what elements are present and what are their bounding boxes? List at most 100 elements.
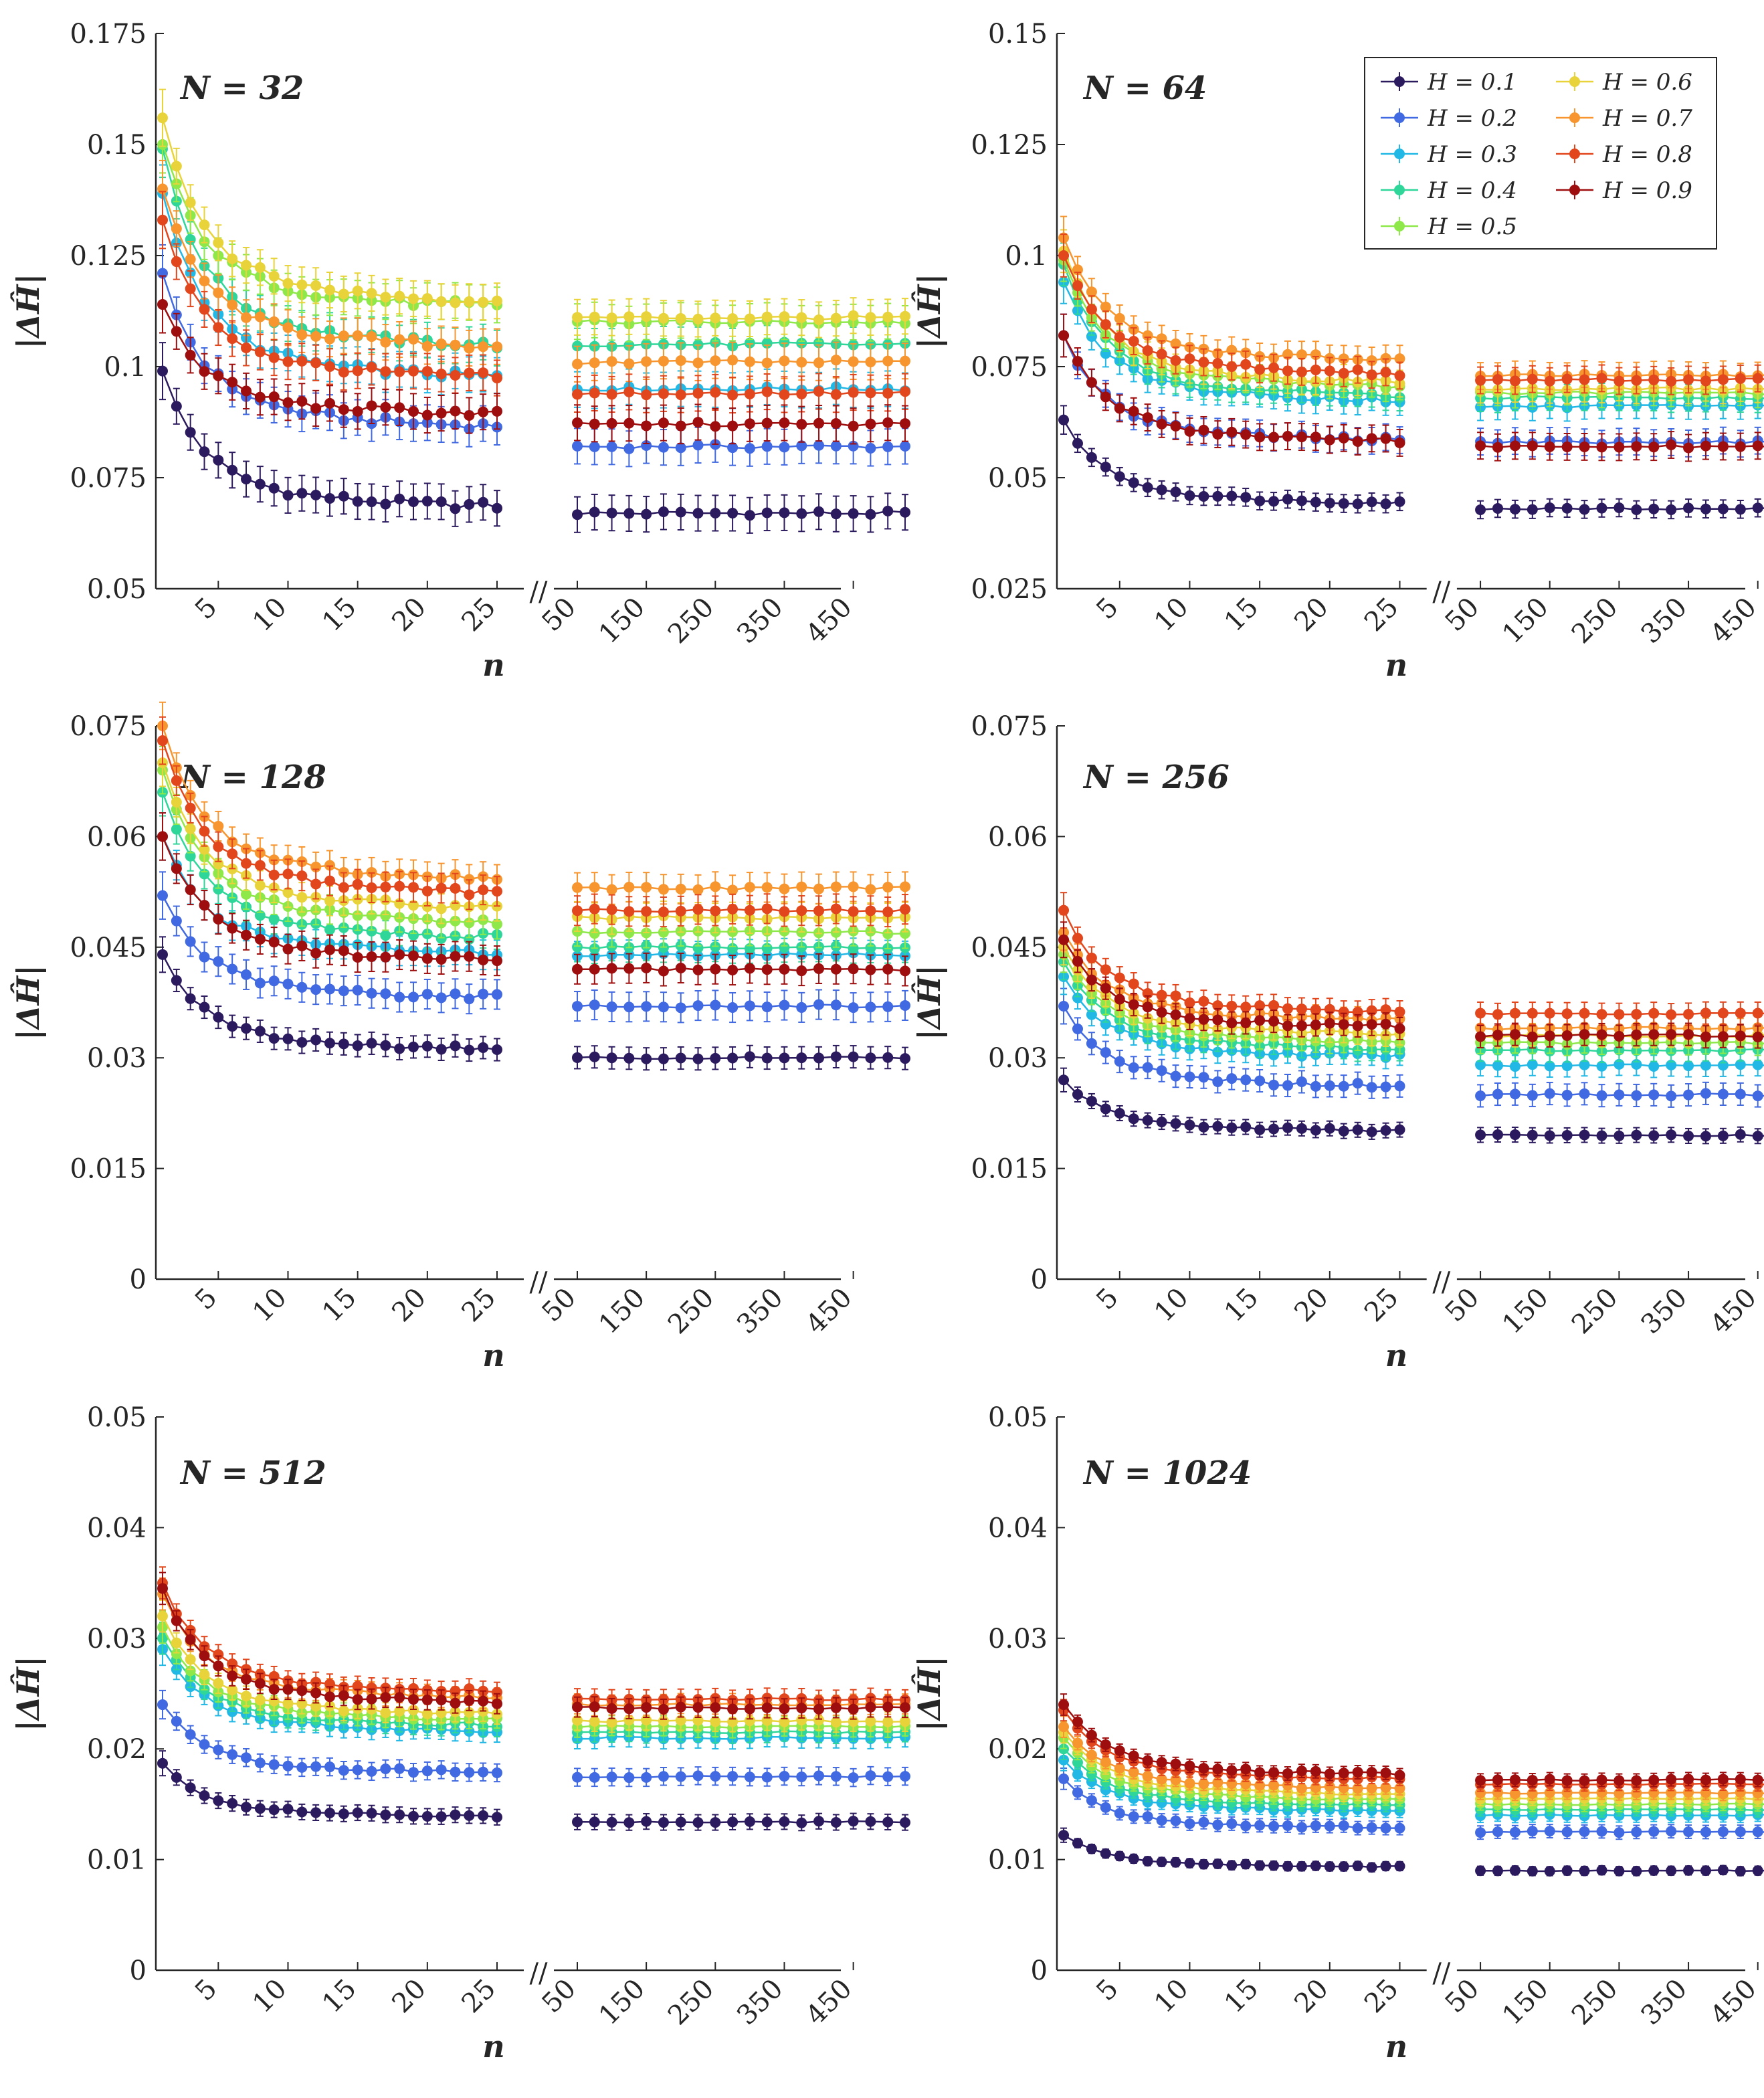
data-point [1596,373,1607,384]
data-point [1268,362,1280,373]
data-point [1156,484,1167,496]
data-point [692,884,704,895]
data-point [1156,418,1167,430]
data-point [324,284,335,296]
data-point [606,963,617,974]
data-point [435,369,447,380]
data-point [675,1002,686,1014]
data-point [171,401,182,412]
data-point [641,440,652,451]
data-point [1128,477,1139,488]
data-point [796,419,807,430]
data-point [254,977,266,989]
data-point [1086,286,1097,298]
data-point [352,1040,363,1052]
data-point [268,1033,280,1044]
data-point [380,910,391,921]
data-point [1240,429,1252,440]
data-point [366,882,377,893]
data-point [1324,365,1335,377]
data-point [1212,490,1223,502]
data-point [282,868,294,880]
data-point [589,903,600,915]
data-point [572,1052,583,1063]
data-point [241,858,252,869]
data-point [492,989,502,1000]
data-point [1212,429,1223,440]
data-point [848,356,859,367]
data-point [658,927,669,938]
data-point [213,820,224,832]
data-point [572,417,583,428]
data-point [478,341,489,353]
data-point [675,883,686,894]
series-H---0-6 [157,88,910,339]
data-point [1310,364,1321,375]
data-point [296,892,308,903]
data-point [199,1002,210,1013]
data-point [282,356,294,367]
data-point [779,942,790,953]
data-point [1752,440,1763,452]
data-point [450,951,461,962]
data-point [727,1052,739,1064]
data-point [744,337,755,349]
data-point [1717,441,1729,452]
data-point [779,906,790,917]
data-point [1527,504,1538,515]
data-point [1240,492,1252,503]
data-point [675,312,686,324]
data-point [213,841,224,852]
data-point [1527,373,1538,385]
data-point [310,280,322,291]
data-point [1142,412,1153,423]
x-axis-label: n [482,1337,504,1373]
data-point [623,927,635,939]
data-point [421,341,433,352]
data-point [338,330,349,341]
data-point [352,878,363,890]
data-point [171,915,182,927]
y-tick-label: 0.03 [87,1043,146,1074]
data-point [1366,369,1377,381]
data-point [727,903,739,915]
data-point [199,304,210,315]
data-point [338,404,349,415]
data-point [421,901,433,913]
data-point [572,882,583,893]
data-point [241,969,252,980]
data-point [171,975,182,986]
data-point [366,910,377,921]
data-point [394,949,405,960]
data-point [380,292,391,303]
data-point [623,311,635,322]
data-point [352,285,363,296]
data-point [727,1002,739,1014]
data-point [241,312,252,323]
data-point [1648,503,1660,514]
data-point [310,1034,322,1046]
data-point [1170,420,1181,432]
data-point [1648,374,1660,385]
data-point [157,735,168,747]
y-axis-label: |ΔĤ| [910,274,947,349]
data-point [1631,441,1642,452]
data-point [296,981,308,993]
data-point [727,507,739,518]
data-point [241,260,252,271]
data-point [185,349,196,361]
data-point [1142,482,1153,493]
data-point [727,442,739,454]
data-point [796,440,807,452]
data-point [623,386,635,397]
data-point [1735,504,1746,515]
data-point [464,889,475,900]
data-point [589,999,600,1011]
data-point [606,507,617,518]
data-point [478,954,489,965]
data-point [572,941,583,953]
data-point [1296,495,1307,506]
data-point [882,505,894,516]
data-point [1184,490,1195,501]
